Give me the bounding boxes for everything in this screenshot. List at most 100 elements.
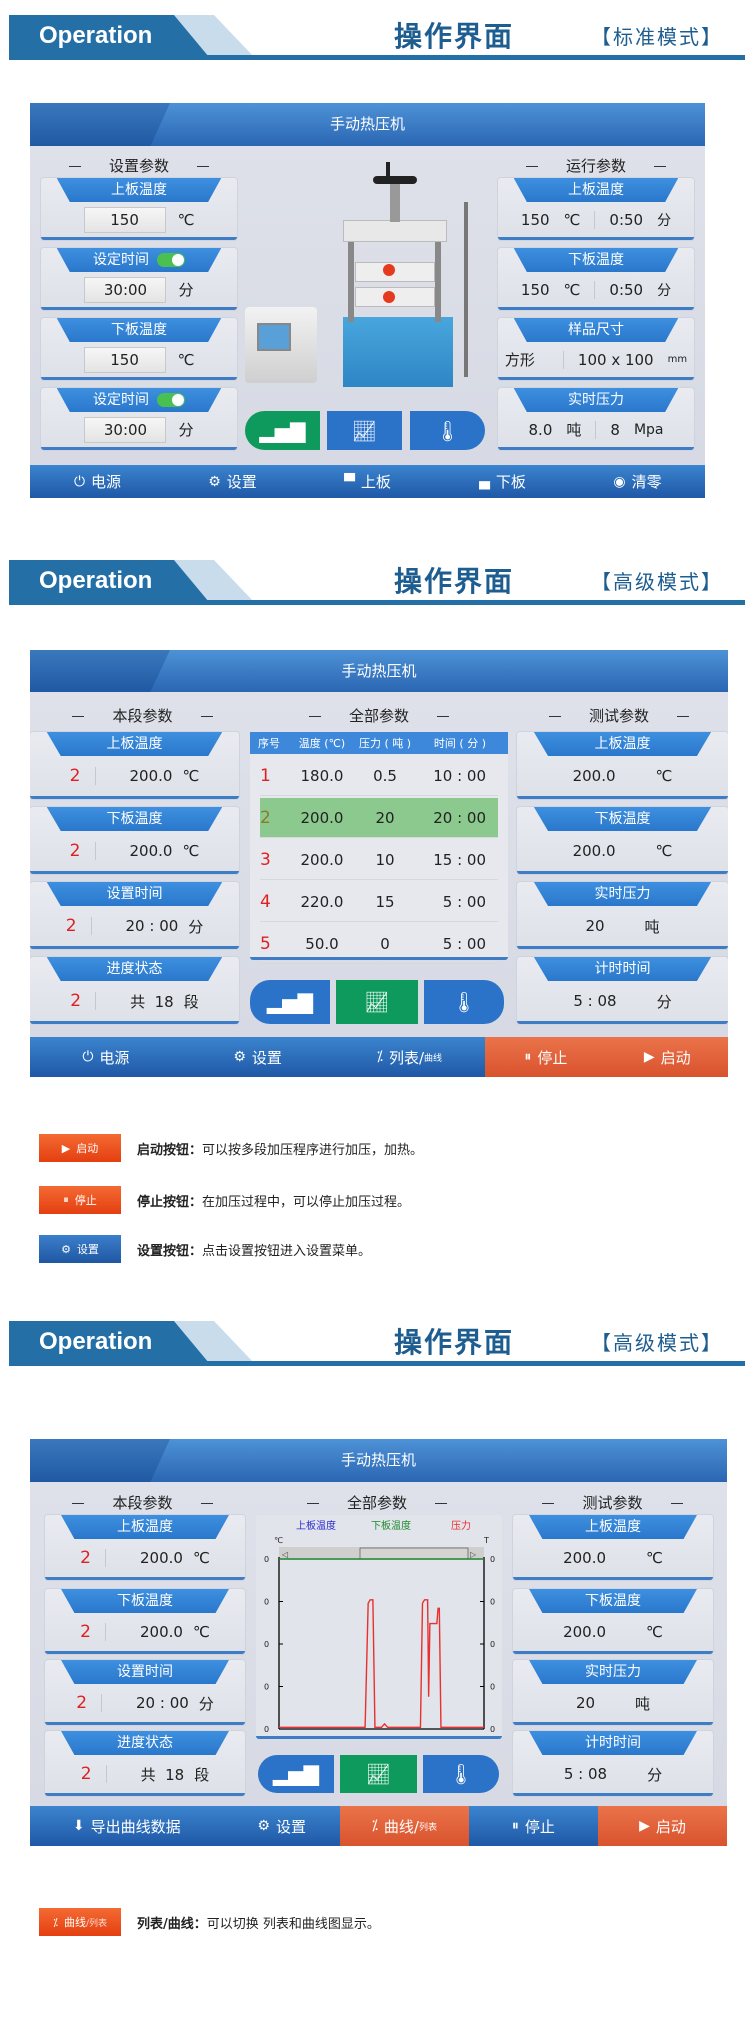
unit-label: ℃	[646, 1549, 663, 1567]
segment-index: 2	[69, 766, 81, 786]
table-row[interactable]: 1 180.0 0.5 10 : 00	[260, 756, 498, 796]
pressure-cell: 15	[375, 892, 395, 911]
list-curve-toggle-button[interactable]: ⁒ 曲线/列表	[339, 1806, 469, 1846]
card-body: 200.0 ℃	[513, 1613, 713, 1651]
legend-lower-temp: 下板温度	[371, 1519, 411, 1532]
scrollbar-thumb[interactable]	[359, 1547, 469, 1560]
line-chart-button[interactable]: 📈︎	[340, 1755, 417, 1793]
legend-pause-button[interactable]: ⏸ 停止	[39, 1186, 121, 1214]
unit-label: mm	[667, 354, 688, 365]
section-title: 操作界面	[394, 565, 515, 598]
legend-play-button[interactable]: ▶ 启动	[39, 1134, 121, 1162]
button-label: 停止	[524, 1817, 555, 1836]
time-cell: 5 : 00	[442, 934, 486, 953]
card-label-tab: 计时时间	[529, 1731, 697, 1755]
segment-index: 2	[69, 841, 81, 861]
table-row[interactable]: 5 50.0 0 5 : 00	[260, 924, 498, 964]
value-input[interactable]: 150	[83, 206, 166, 233]
card-label: 下板温度	[585, 1593, 641, 1609]
card-label: 设定时间	[92, 252, 149, 268]
card-label-tab: 设定时间	[56, 248, 222, 272]
value: 共 18	[140, 1765, 185, 1784]
param-card: 设置时间 2 20 : 00 分	[45, 1660, 245, 1725]
right-tick-label: 0	[490, 1598, 495, 1607]
start-button[interactable]: ▶ 启动	[606, 1037, 728, 1077]
card-label-tab: 上板温度	[46, 732, 223, 756]
card-label: 计时时间	[585, 1735, 641, 1751]
bar-chart-button[interactable]: ▂▅▇	[258, 1755, 334, 1793]
column-header: 时间 ( 分 )	[433, 737, 486, 750]
value-input[interactable]: 30:00	[84, 276, 167, 303]
thermometer-button[interactable]: 🌡︎	[423, 1755, 499, 1793]
card-label-tab: 上板温度	[529, 1515, 697, 1539]
button-label: 电源	[99, 1048, 130, 1067]
thermometer-button[interactable]: 🌡︎	[424, 980, 504, 1024]
divider	[90, 917, 92, 935]
value: 20	[575, 1694, 596, 1712]
line-chart-button[interactable]: 📈︎	[327, 411, 402, 450]
settings-button[interactable]: ⚙ 设置	[181, 1037, 334, 1077]
export-curve-button[interactable]: ⬇ 导出曲线数据	[30, 1806, 224, 1846]
button-label: 曲线	[63, 1916, 86, 1929]
stop-button[interactable]: ⏸ 停止	[468, 1806, 598, 1846]
power-button[interactable]: ⏻ 电源	[30, 1037, 182, 1077]
value: 200.0	[563, 1549, 607, 1567]
legend-gear-button[interactable]: ⚙ 设置	[39, 1235, 121, 1263]
param-card: 下板温度 200.0 ℃	[513, 1589, 713, 1654]
bar-chart-button[interactable]: ▂▅▇	[250, 980, 330, 1024]
table-row[interactable]: 4 220.0 15 5 : 00	[260, 882, 498, 922]
thermometer-button[interactable]: 🌡︎	[410, 411, 485, 450]
segment-index: 2	[76, 1693, 88, 1713]
stop-button[interactable]: ⏸ 停止	[485, 1037, 607, 1077]
time-cell: 10 : 00	[433, 766, 486, 785]
line-chart-button[interactable]: 📈︎	[336, 980, 418, 1024]
play-icon: ▶	[61, 1141, 71, 1155]
power-icon: ⏻	[73, 473, 86, 490]
row-index: 4	[260, 891, 271, 912]
divider	[94, 842, 96, 860]
zero-button[interactable]: ◉ 清零	[570, 465, 705, 498]
card-body: 30:00 分	[41, 412, 237, 447]
button-sublabel: 列表	[418, 1822, 437, 1833]
card-body: 2 200.0 ℃	[45, 1539, 245, 1577]
value: 5 : 08	[573, 992, 617, 1010]
param-card: 设定时间 30:00 分	[41, 388, 237, 450]
settings-button[interactable]: ⚙ 设置	[223, 1806, 340, 1846]
unit-label: 分	[647, 1765, 663, 1784]
settings-button[interactable]: ⚙ 设置	[165, 465, 300, 498]
bar-chart-button[interactable]: ▂▅▇	[245, 411, 320, 450]
unit-label: ℃	[192, 1549, 210, 1567]
button-label: 列表/	[388, 1048, 424, 1067]
card-body: 200.0 ℃	[517, 831, 728, 871]
legend-pressure: 压力	[451, 1519, 471, 1532]
timer-toggle[interactable]	[156, 253, 185, 267]
table-row[interactable]: 3 200.0 10 15 : 00	[260, 840, 498, 880]
value-input[interactable]: 150	[83, 346, 166, 373]
segment-index: 2	[80, 1764, 92, 1784]
timer-toggle[interactable]	[156, 393, 185, 407]
table-row[interactable]: 2 200.0 20 20 : 00	[260, 798, 498, 838]
temperature-cell: 200.0	[300, 850, 344, 869]
list-curve-toggle-button[interactable]: ⁒ 列表/曲线	[333, 1037, 486, 1077]
card-label: 样品尺寸	[567, 322, 624, 338]
card-body: 150 ℃ 0:50 分	[498, 202, 694, 237]
card-label-tab: 设定时间	[56, 388, 222, 412]
card-label: 下板温度	[117, 1593, 173, 1609]
param-card: 上板温度 200.0 ℃	[517, 732, 728, 799]
card-label-tab: 上板温度	[533, 732, 712, 756]
legend-description: 点击设置按钮进入设置菜单。	[202, 1243, 372, 1259]
value-input[interactable]: 30:00	[84, 416, 167, 443]
machine-title: 手动热压机	[341, 662, 417, 680]
section-header: Operation 操作界面 【高级模式】	[9, 1321, 745, 1367]
legend-term: 设置按钮：	[137, 1243, 203, 1259]
time-cell: 5 : 00	[442, 892, 486, 911]
legend-list-curve-button[interactable]: ⁒ 曲线/列表	[39, 1908, 121, 1936]
power-button[interactable]: ⏻ 电源	[30, 465, 165, 498]
lower-plate-button[interactable]: ▄ 下板	[435, 465, 570, 498]
start-button[interactable]: ▶ 启动	[597, 1806, 727, 1846]
upper-plate-button[interactable]: ▀ 上板	[300, 465, 435, 498]
heat-press-machine-image	[245, 162, 490, 397]
legend-description: 可以切换 列表和曲线图显示。	[206, 1916, 380, 1932]
temperature-cell: 200.0	[300, 808, 344, 827]
column-header: 压力 ( 吨 )	[358, 737, 412, 750]
